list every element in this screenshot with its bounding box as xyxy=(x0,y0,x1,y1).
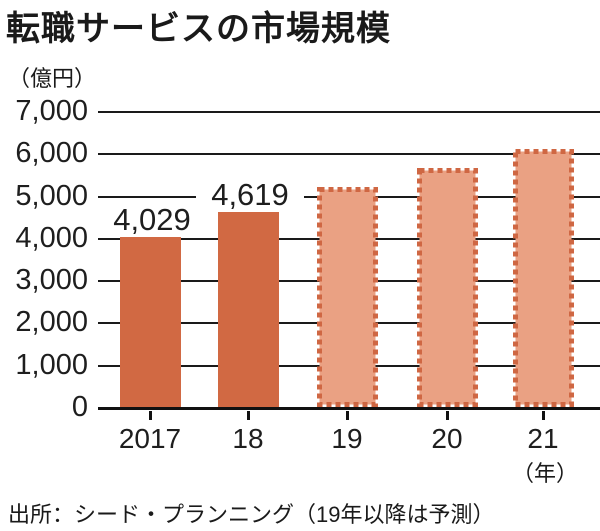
bar-19 xyxy=(316,187,378,407)
y-axis-tick-label: 3,000 xyxy=(15,264,88,297)
y-axis-tick-label: 4,000 xyxy=(15,221,88,254)
bar-value-label: 4,029 xyxy=(98,203,206,236)
x-axis-baseline xyxy=(98,407,600,410)
plot-area: 0 1,000 2,000 3,000 4,000 5,000 6,000 7,000 4,02… xyxy=(0,96,600,454)
x-axis-tick-label: 19 xyxy=(331,423,363,454)
y-axis-tick-label: 1,000 xyxy=(15,348,88,381)
y-axis-tick-label: 6,000 xyxy=(15,137,88,170)
x-axis-tick-label: 21 xyxy=(527,423,559,454)
x-axis-tick-label: 18 xyxy=(232,423,264,454)
x-axis-tick-label: 2017 xyxy=(118,423,182,454)
x-axis-tick xyxy=(541,411,545,420)
x-axis-tick xyxy=(345,411,349,420)
y-axis-unit-label: （億円） xyxy=(8,66,97,91)
x-axis-unit-label: （年） xyxy=(512,461,579,486)
source-note: 出所：シード・プランニング（19年以降は予測） xyxy=(8,502,495,527)
x-axis-tick xyxy=(246,411,250,420)
bar-2017 xyxy=(119,237,181,407)
x-axis-tick-label: 20 xyxy=(431,423,463,454)
y-axis-tick-label: 5,000 xyxy=(15,179,88,212)
gridline xyxy=(98,153,600,156)
y-axis-tick-label: 7,000 xyxy=(15,95,88,127)
bar-20 xyxy=(416,168,478,407)
x-axis-tick xyxy=(445,411,449,420)
y-axis-tick-label: 0 xyxy=(71,391,88,423)
chart-title: 転職サービスの市場規模 xyxy=(6,10,391,48)
gridline xyxy=(98,111,600,113)
bar-18 xyxy=(217,212,279,407)
bar-21 xyxy=(512,149,574,407)
x-axis-tick xyxy=(148,411,152,420)
bar-value-label: 4,619 xyxy=(196,178,304,211)
y-axis-tick-label: 2,000 xyxy=(15,306,88,339)
